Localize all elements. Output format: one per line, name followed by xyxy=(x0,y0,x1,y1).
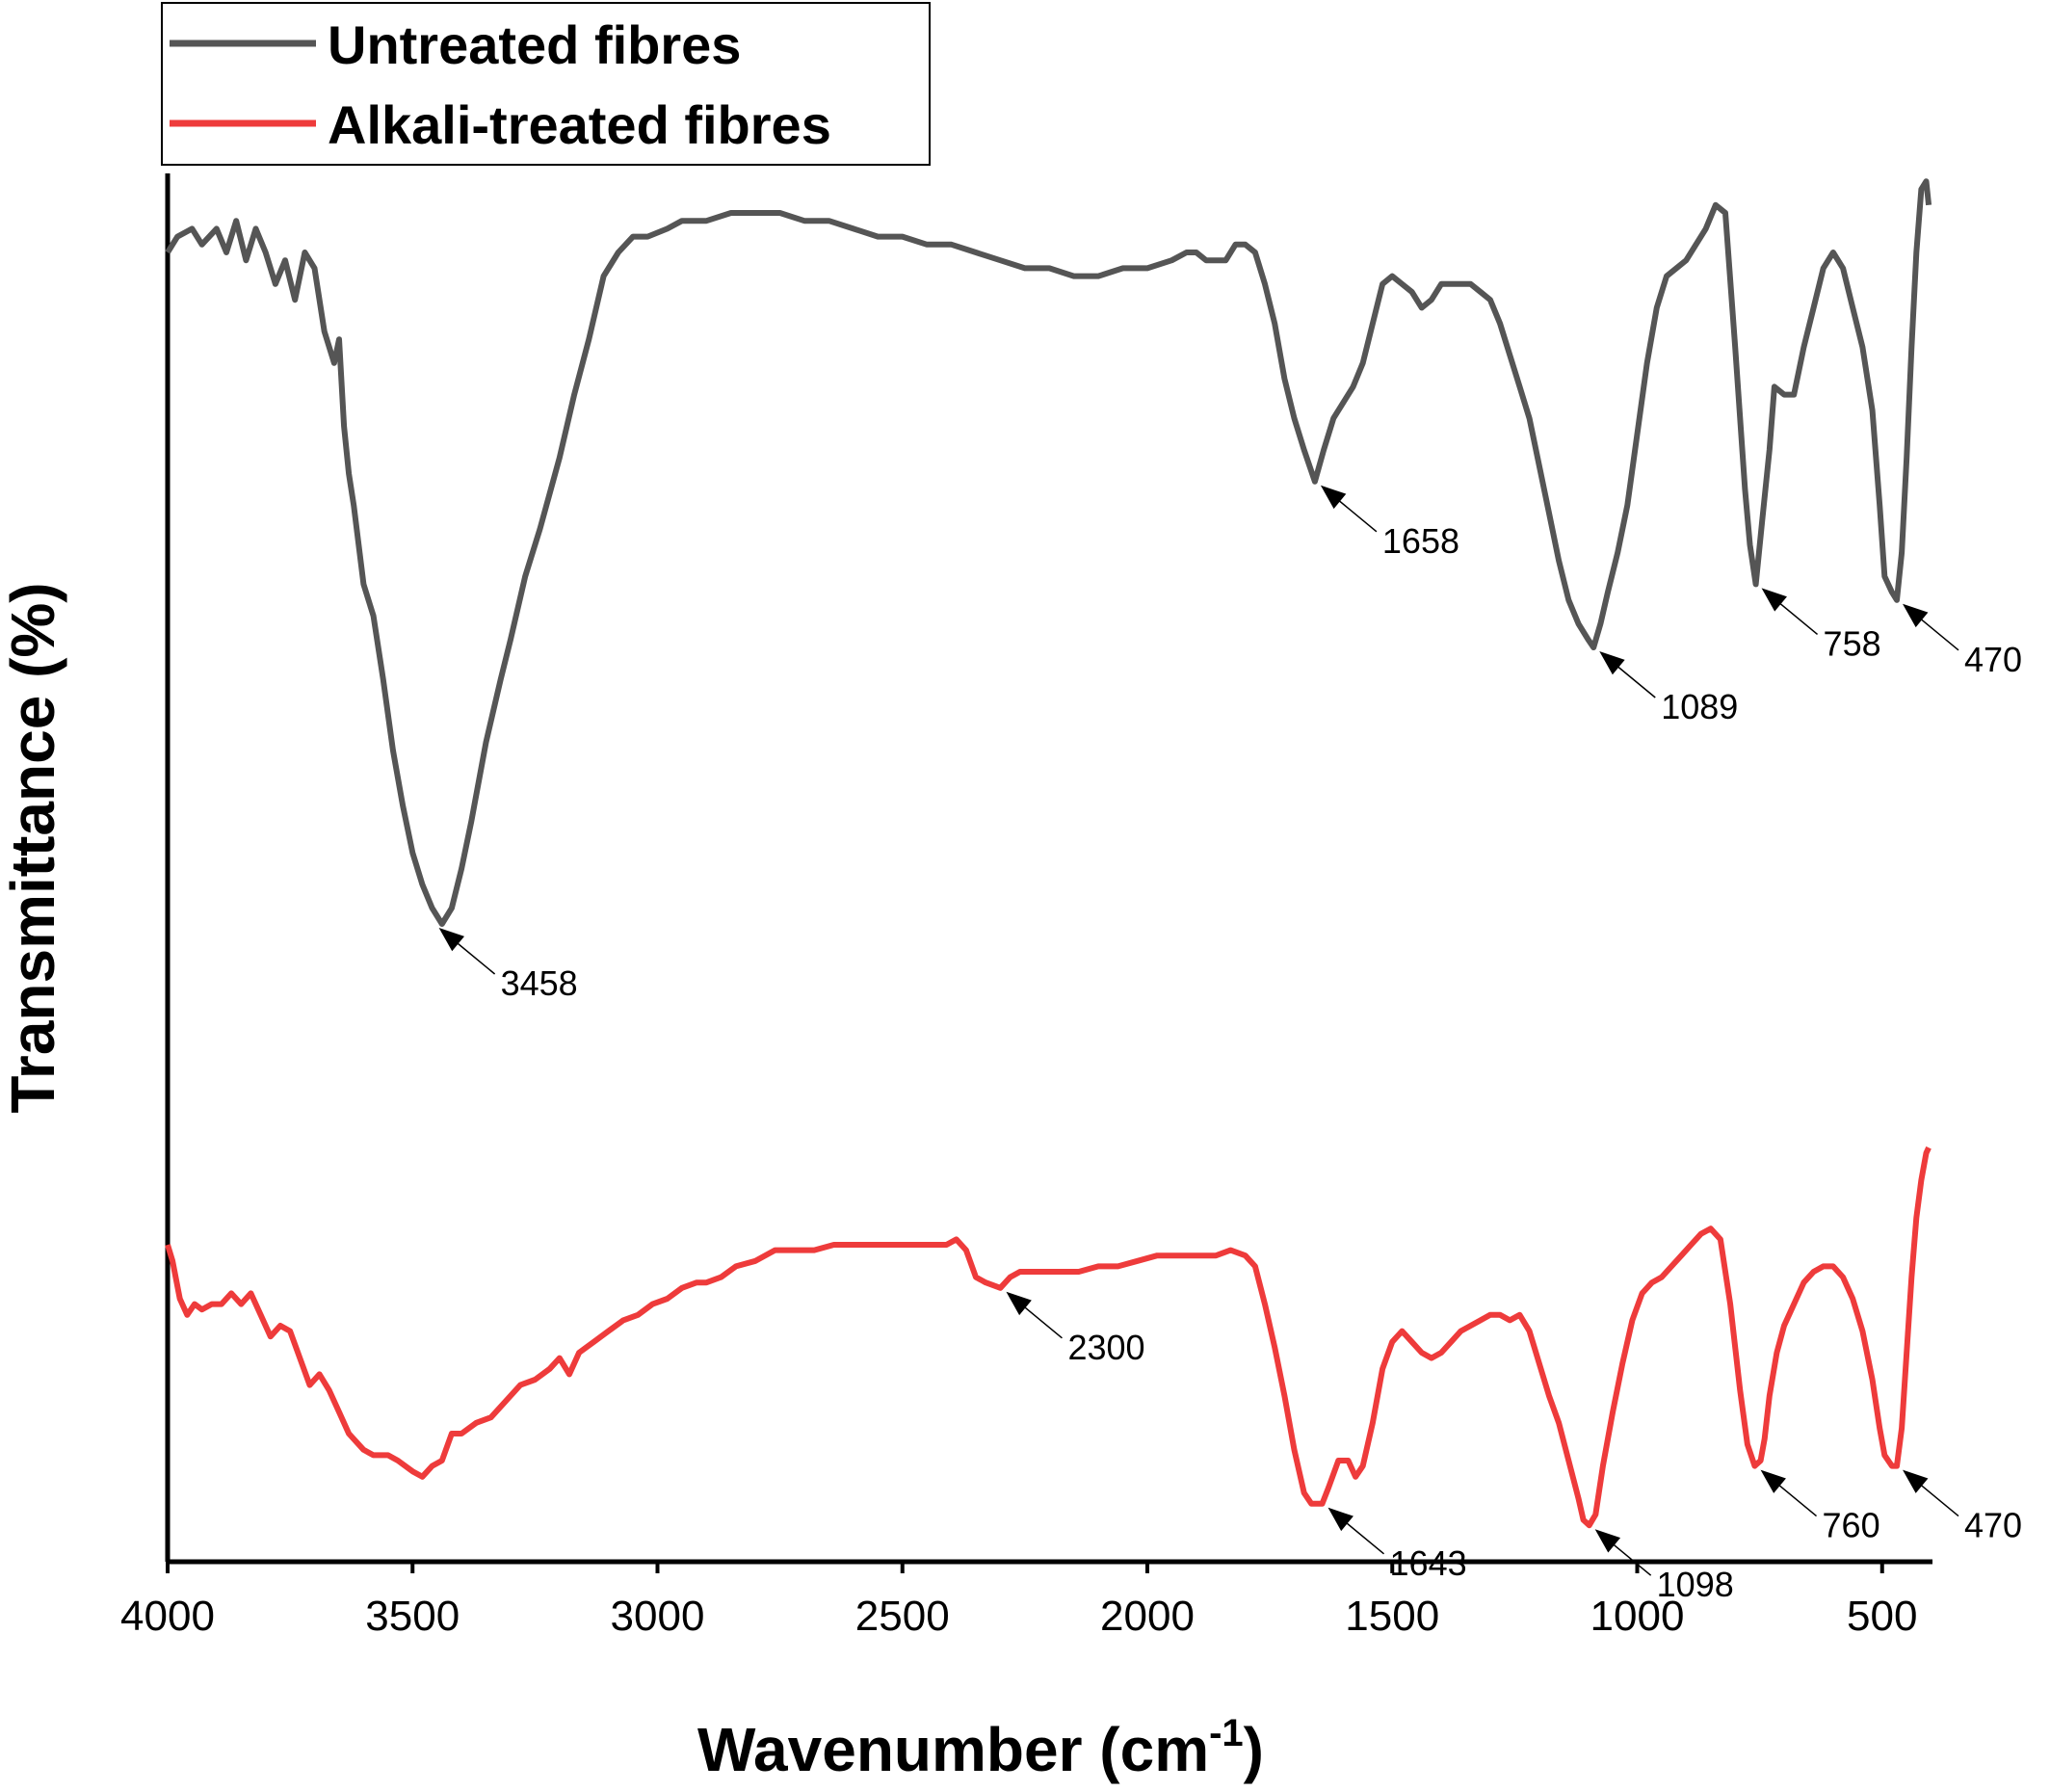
peak-label: 1643 xyxy=(1390,1543,1467,1583)
x-tick-label: 2500 xyxy=(855,1593,950,1640)
peak-label: 2300 xyxy=(1067,1328,1144,1367)
peak-arrow-head xyxy=(438,928,465,952)
x-tick-label: 500 xyxy=(1847,1593,1917,1640)
peak-annotations: 3458 1658 1089 758 470 2300 1643 1098 760 470 xyxy=(438,485,2022,1604)
peak-annotation: 1089 xyxy=(1599,651,1738,726)
peak-label: 1658 xyxy=(1382,521,1459,561)
series-line-untreated xyxy=(165,178,1932,927)
legend-label-alkali-treated: Alkali-treated fibres xyxy=(328,94,831,155)
peak-label: 3458 xyxy=(501,963,578,1003)
peak-annotation: 758 xyxy=(1761,588,1881,663)
peak-arrow-head xyxy=(1903,603,1929,628)
peak-arrow-head xyxy=(1320,485,1347,510)
peak-arrow-head xyxy=(1006,1291,1032,1316)
x-axis-title-close: ) xyxy=(1244,1715,1264,1784)
x-tick-label: 3000 xyxy=(611,1593,705,1640)
peak-annotation: 1658 xyxy=(1320,485,1459,561)
peak-arrow-head xyxy=(1761,588,1787,612)
legend-label-untreated: Untreated fibres xyxy=(328,14,741,75)
peak-annotation: 2300 xyxy=(1006,1291,1145,1367)
peak-label: 1089 xyxy=(1661,687,1738,726)
x-axis-title: Wavenumber (cm-1) xyxy=(697,1712,1264,1784)
peak-arrow-head xyxy=(1760,1469,1786,1493)
x-tick-label: 4000 xyxy=(120,1593,215,1640)
y-axis-title: Transmittance (%) xyxy=(0,582,67,1113)
peak-annotation: 1098 xyxy=(1594,1529,1734,1604)
series-line-alkali-treated xyxy=(165,1146,1932,1529)
legend: Untreated fibres Alkali-treated fibres xyxy=(161,2,931,166)
peak-arrow-head xyxy=(1327,1507,1354,1532)
peak-arrow-head xyxy=(1903,1469,1929,1493)
peak-label: 470 xyxy=(1964,1506,2022,1545)
x-tick-label: 1500 xyxy=(1345,1593,1439,1640)
peak-arrow-head xyxy=(1594,1529,1621,1553)
series-layer xyxy=(165,178,1932,1529)
peak-annotation: 1643 xyxy=(1327,1507,1467,1583)
x-axis-title-superscript: -1 xyxy=(1209,1712,1244,1754)
x-axis-ticks: 4000 3500 3000 2500 2000 1500 1000 500 xyxy=(120,1562,1917,1640)
x-tick-label: 1000 xyxy=(1590,1593,1685,1640)
peak-label: 1098 xyxy=(1657,1565,1734,1604)
peak-annotation: 470 xyxy=(1903,1469,2022,1545)
peak-label: 760 xyxy=(1823,1506,1880,1545)
peak-annotation: 760 xyxy=(1760,1469,1880,1545)
peak-arrow-head xyxy=(1599,651,1625,675)
peak-annotation: 470 xyxy=(1903,603,2022,679)
x-tick-label: 2000 xyxy=(1100,1593,1195,1640)
legend-box xyxy=(161,2,931,166)
peak-annotation: 3458 xyxy=(438,928,578,1003)
x-tick-label: 3500 xyxy=(365,1593,460,1640)
peak-label: 470 xyxy=(1964,640,2022,679)
peak-label: 758 xyxy=(1824,623,1881,663)
